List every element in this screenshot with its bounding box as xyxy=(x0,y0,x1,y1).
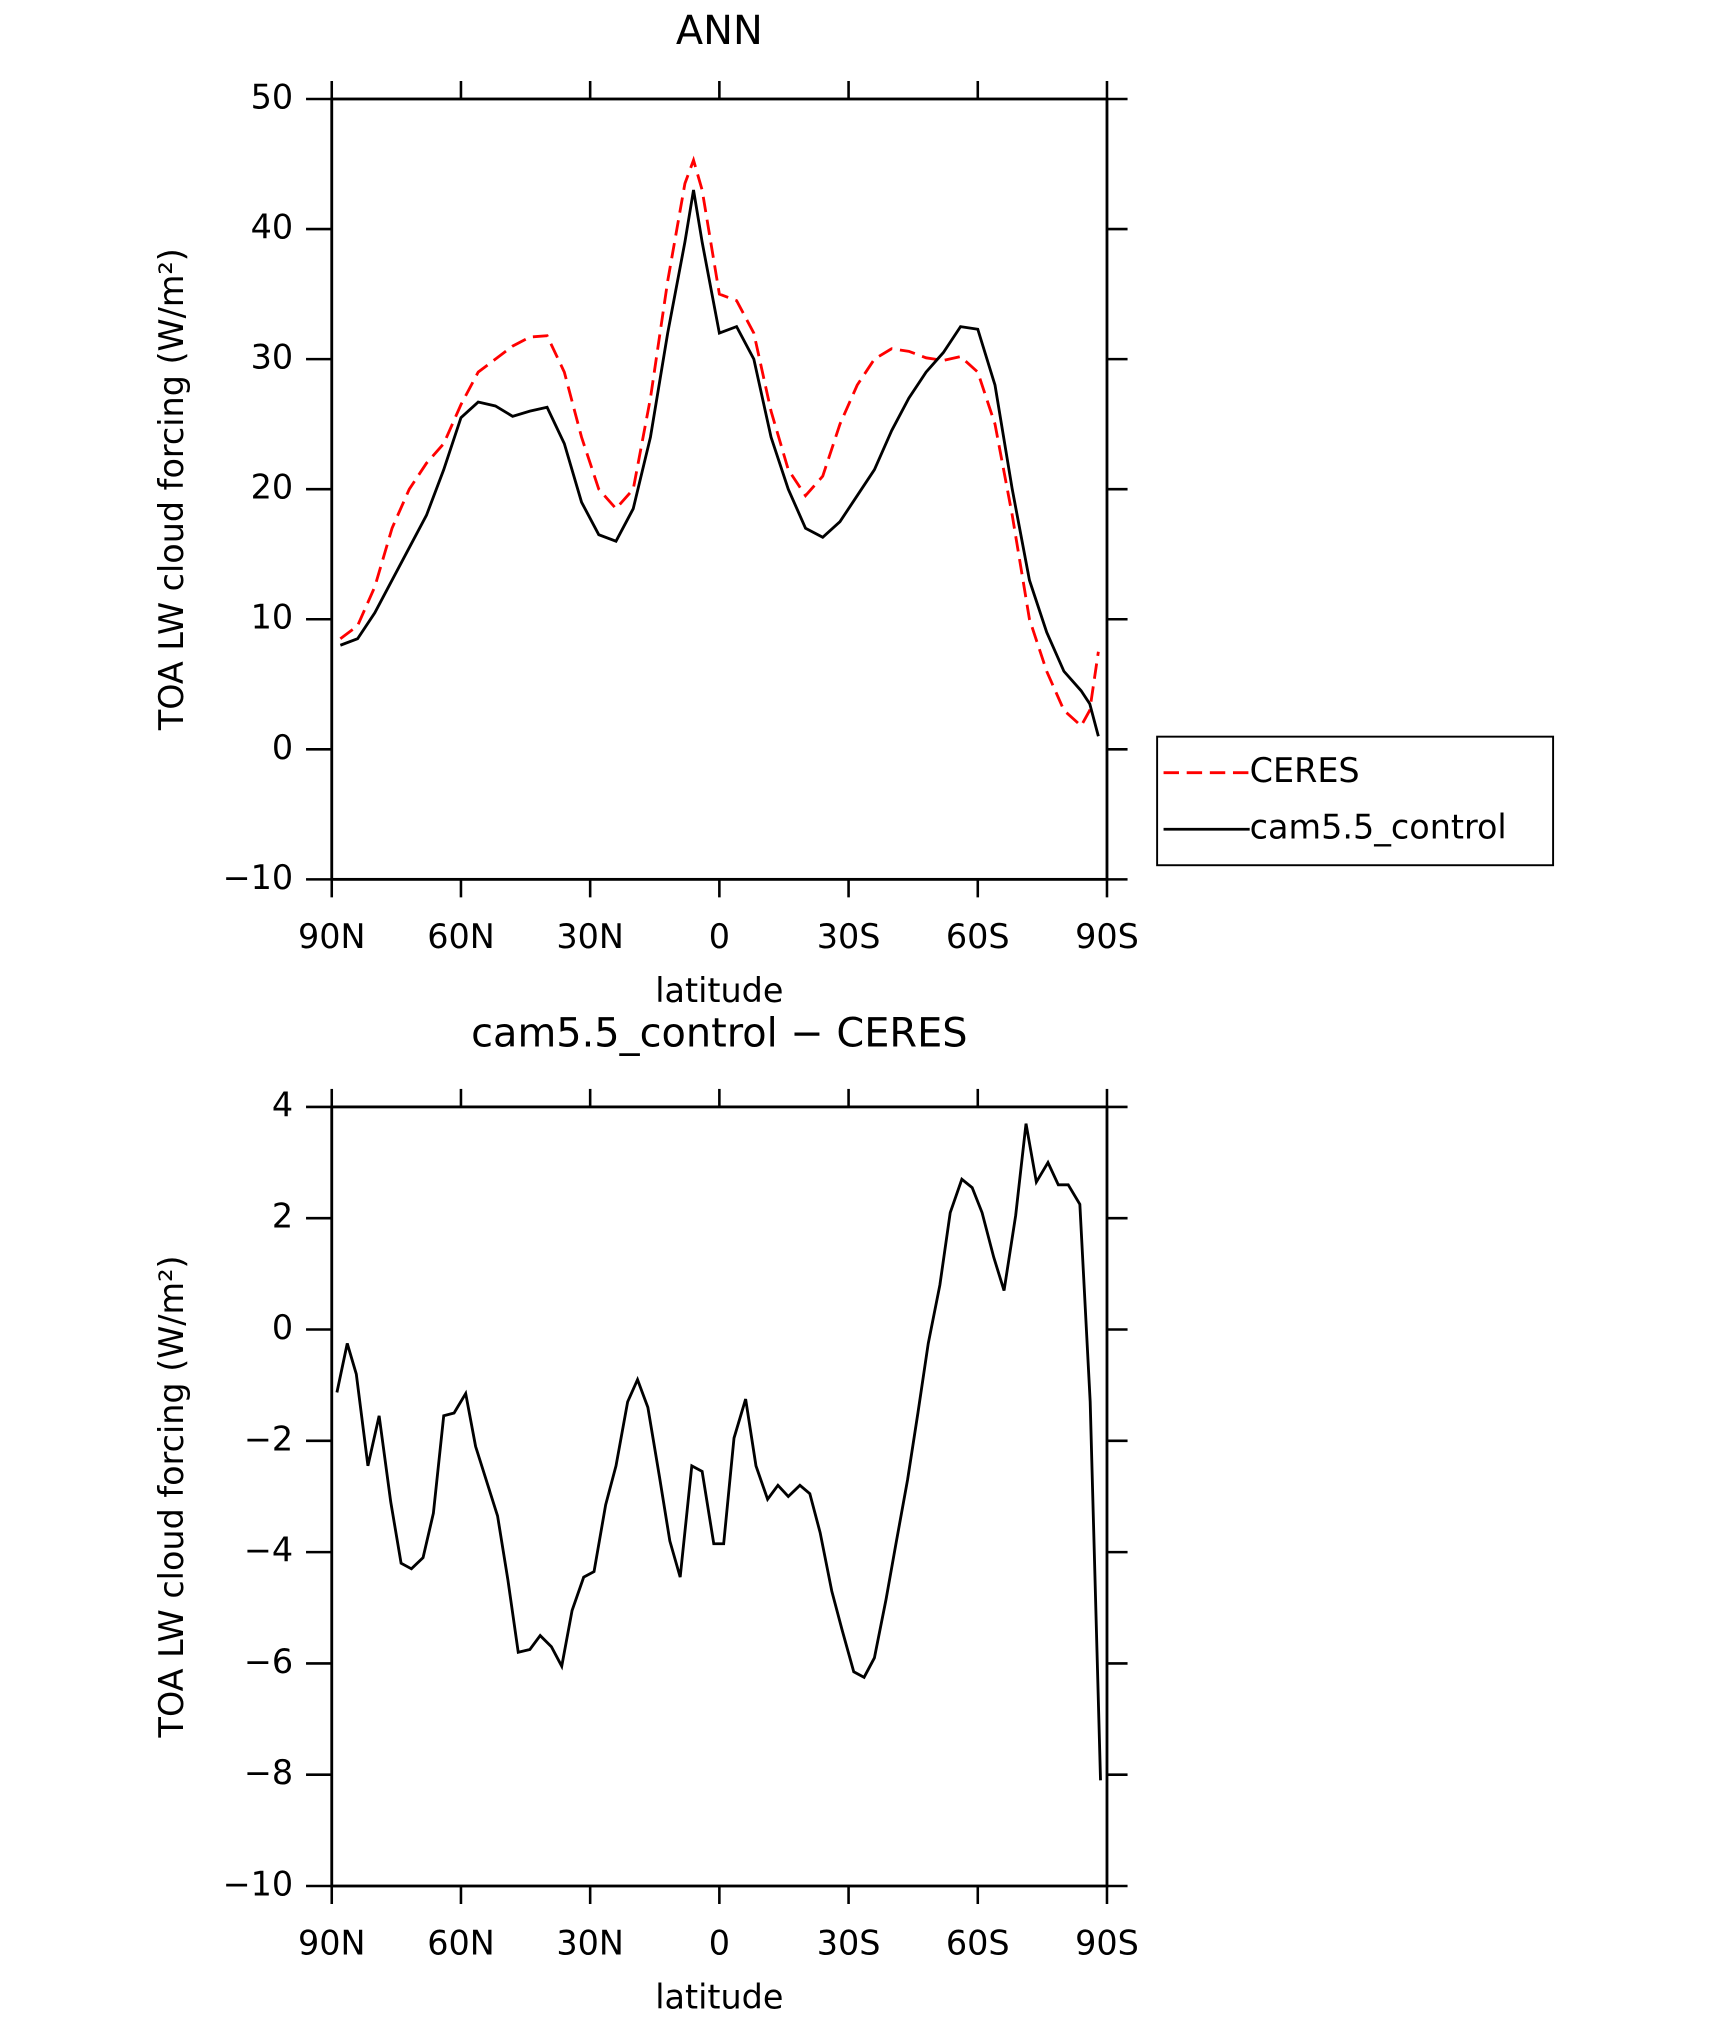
x-tick-label: 30S xyxy=(817,1924,881,1963)
y-tick-label: 0 xyxy=(272,1308,293,1347)
x-tick-label: 60N xyxy=(427,1924,495,1963)
x-tick-label: 60N xyxy=(427,917,495,956)
y-tick-label: 40 xyxy=(251,208,294,247)
legend-label: CERES xyxy=(1250,751,1360,790)
series-line xyxy=(339,189,1100,737)
plot-frame xyxy=(330,97,1109,881)
series-line xyxy=(339,155,1100,729)
y-tick-label: 50 xyxy=(251,77,294,116)
y-tick-label: −6 xyxy=(244,1642,293,1681)
y-tick-label: 20 xyxy=(251,468,294,507)
y-tick-label: 0 xyxy=(272,728,293,767)
legend: CERES cam5.5_control xyxy=(1156,735,1555,867)
x-tick-label: 30N xyxy=(556,917,624,956)
y-tick-label: −4 xyxy=(244,1531,293,1570)
y-tick-label: 4 xyxy=(272,1085,293,1124)
x-axis-label: latitude xyxy=(655,1978,783,2017)
x-tick-label: 90S xyxy=(1075,1924,1139,1963)
y-tick-label: 30 xyxy=(251,338,294,377)
y-tick-label: −2 xyxy=(244,1419,293,1458)
x-tick-label: 0 xyxy=(709,1924,730,1963)
x-axis-label: latitude xyxy=(655,971,783,1010)
x-tick-label: 30N xyxy=(556,1924,624,1963)
y-axis-label: TOA LW cloud forcing (W/m²) xyxy=(152,248,191,731)
x-tick-label: 60S xyxy=(946,1924,1010,1963)
legend-label: cam5.5_control xyxy=(1250,808,1507,847)
chart-title: ANN xyxy=(676,8,763,54)
x-tick-label: 60S xyxy=(946,917,1010,956)
y-tick-label: −8 xyxy=(244,1753,293,1792)
chart-title: cam5.5_control − CERES xyxy=(471,1011,967,1057)
y-tick-label: −10 xyxy=(223,1865,294,1904)
legend-box xyxy=(1156,735,1555,867)
series-line xyxy=(335,1123,1102,1781)
plot-frame xyxy=(330,1105,1109,1888)
x-tick-label: 90N xyxy=(298,917,366,956)
y-tick-label: −10 xyxy=(223,858,294,897)
y-axis-label: TOA LW cloud forcing (W/m²) xyxy=(152,1255,191,1738)
x-tick-label: 90N xyxy=(298,1924,366,1963)
x-tick-label: 30S xyxy=(817,917,881,956)
y-tick-label: 10 xyxy=(251,598,294,637)
y-tick-label: 2 xyxy=(272,1197,293,1236)
x-tick-label: 0 xyxy=(709,917,730,956)
x-tick-label: 90S xyxy=(1075,917,1139,956)
